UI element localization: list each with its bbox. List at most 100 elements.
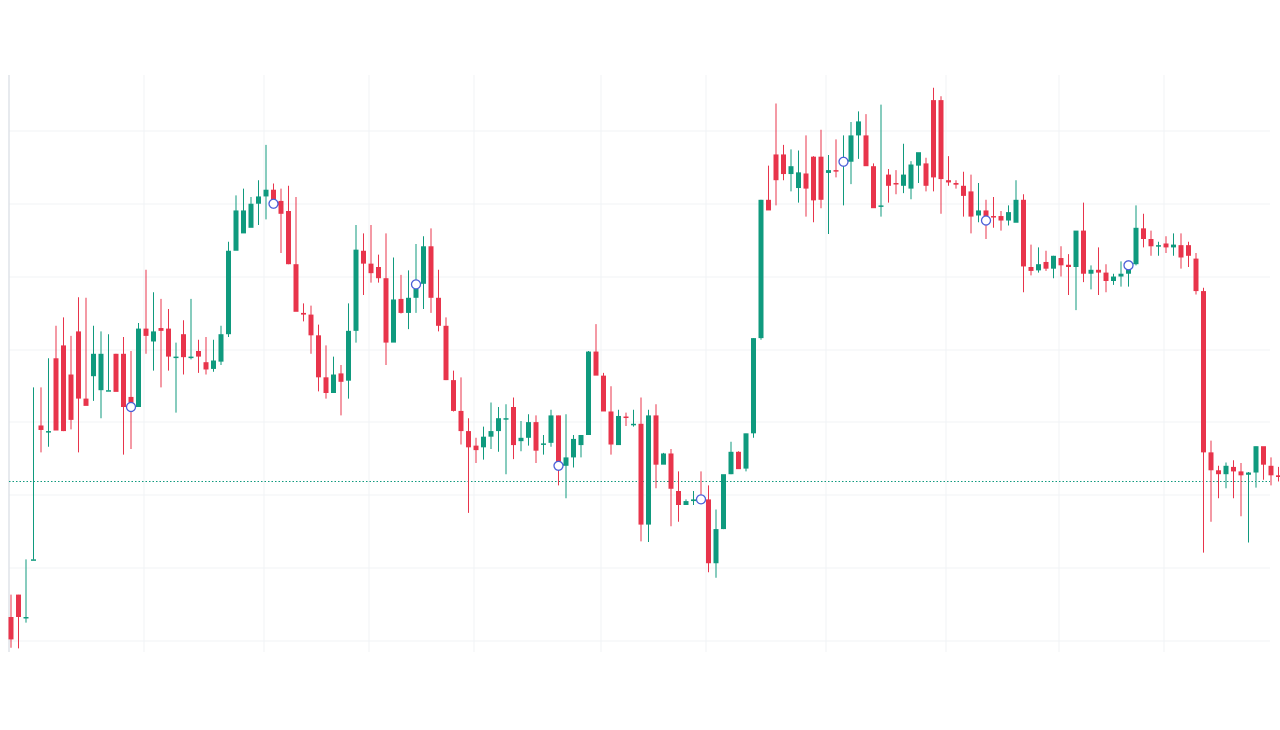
candle (998, 211, 1004, 231)
candle (1051, 255, 1056, 279)
candle-body (173, 356, 179, 359)
candle-body (31, 559, 36, 561)
candle-body (151, 331, 156, 342)
candle-body (1111, 276, 1116, 281)
candle-body (856, 121, 861, 136)
candle (121, 337, 126, 455)
candle (173, 342, 179, 413)
candle-body (721, 474, 726, 530)
candle (338, 365, 344, 416)
candle-body (248, 203, 254, 228)
candle (893, 170, 899, 195)
candle-body (676, 491, 681, 505)
signal-marker (410, 279, 422, 290)
candle (1261, 446, 1266, 480)
candle-body (826, 170, 831, 173)
candle (286, 185, 291, 265)
candle (518, 421, 524, 452)
candle (323, 345, 329, 399)
candle (1133, 205, 1139, 266)
candle (316, 324, 321, 392)
candle-body (1133, 227, 1139, 265)
candle-body (368, 263, 374, 274)
candle (91, 325, 96, 401)
candle (661, 452, 666, 465)
candle-body (638, 423, 644, 525)
candle (608, 386, 614, 455)
candle-body (481, 436, 486, 448)
candle (1148, 230, 1154, 256)
candle (1238, 463, 1244, 517)
candle-body (113, 353, 119, 392)
candle (233, 195, 239, 251)
candle (308, 305, 314, 354)
candle (68, 335, 74, 430)
candle (953, 180, 959, 189)
candle (451, 370, 456, 412)
candle-body (1238, 471, 1244, 476)
candle (908, 161, 914, 200)
candle (353, 225, 359, 343)
candle (83, 297, 89, 406)
candle (683, 499, 689, 505)
candles (8, 87, 1280, 649)
candle-body (346, 330, 351, 381)
candle (931, 87, 936, 192)
candle (16, 594, 21, 649)
signal-marker (553, 460, 564, 471)
candle-body (1043, 261, 1049, 269)
candle-body (511, 407, 516, 446)
candle-body (796, 172, 801, 189)
candle-body (1193, 258, 1199, 292)
markers (125, 156, 1134, 505)
candle (781, 144, 786, 181)
candle-body (1186, 245, 1191, 256)
candle-body (1013, 199, 1019, 223)
candle-body (331, 374, 336, 393)
candle (623, 412, 629, 427)
candle-body (293, 264, 299, 312)
candle (211, 339, 216, 372)
candle-body (578, 435, 584, 446)
candle (526, 414, 531, 446)
candle-body (616, 415, 621, 446)
candle (203, 337, 209, 375)
candle (556, 415, 561, 486)
candle-body (1231, 466, 1236, 472)
candle (8, 594, 14, 648)
candle (136, 323, 141, 407)
candle (481, 426, 486, 460)
candle (331, 356, 336, 393)
candle-body (1261, 446, 1266, 465)
candle-body (211, 360, 216, 369)
candle (158, 298, 164, 388)
candle-body (901, 174, 906, 186)
candle-body (916, 152, 921, 166)
candle-body (976, 210, 981, 216)
candle (1096, 247, 1101, 295)
candle (751, 338, 756, 438)
candle (76, 297, 81, 453)
candle (533, 415, 539, 463)
candle (1036, 247, 1041, 273)
candle-body (631, 423, 636, 426)
candle-body (728, 451, 734, 475)
candle (301, 303, 306, 322)
candle-body (526, 422, 531, 438)
signal-marker (980, 215, 992, 226)
candle (488, 402, 494, 449)
candle (878, 104, 884, 217)
candle (1141, 213, 1146, 248)
candle-body (1096, 269, 1101, 273)
candle (713, 509, 719, 578)
candle-body (863, 135, 869, 167)
candle-body (1201, 291, 1206, 453)
signal-marker (695, 494, 707, 505)
candle (46, 358, 51, 447)
candle (826, 155, 831, 234)
candle (676, 471, 681, 522)
candle-body (766, 199, 771, 211)
candle-body (1081, 230, 1086, 274)
candle (1186, 241, 1191, 267)
